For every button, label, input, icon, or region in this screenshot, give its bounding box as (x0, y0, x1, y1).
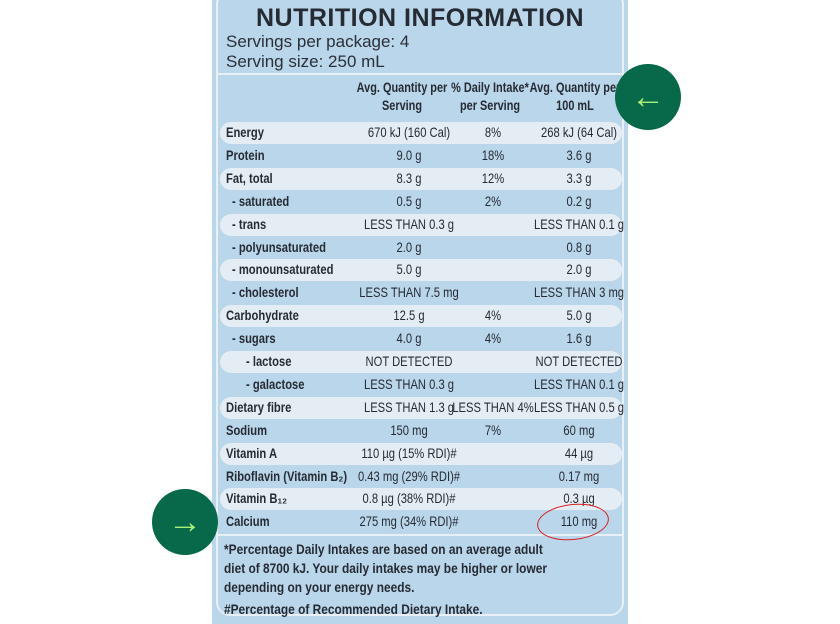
per-100ml-value: 268 kJ (64 Cal) (541, 124, 617, 140)
nutrient-name: - galactose (246, 375, 305, 392)
table-row: Fat, total 8.3 g 12% 3.3 g (220, 167, 622, 190)
per-serving-value: LESS THAN 0.3 g (363, 375, 455, 392)
per-100ml-value: 3.3 g (566, 169, 592, 186)
table-row: - trans LESS THAN 0.3 g LESS THAN 0.1 g (220, 213, 624, 236)
per-serving-value: 110 µg (15% RDI)# (361, 444, 457, 461)
per-100ml-value: LESS THAN 0.5 g (533, 398, 625, 415)
nutrient-name: Protein (226, 146, 265, 163)
table-row: Riboflavin (Vitamin B₂) 0.43 mg (29% RDI)… (220, 466, 622, 488)
nutrient-name: Dietary fibre (226, 398, 292, 415)
daily-intake-value: 8% (484, 124, 502, 140)
per-100ml-value: 0.8 g (566, 238, 592, 255)
servings-per-package: Servings per package: 4 (226, 32, 410, 51)
per-serving-value: LESS THAN 0.3 g (363, 215, 455, 232)
table-row: - galactose LESS THAN 0.3 g LESS THAN 0.1 … (220, 374, 624, 396)
per-100ml-value: 0.3 µg (563, 490, 595, 507)
arrow-left-icon: ← (615, 64, 681, 130)
nutrient-name: Vitamin B₁₂ (226, 490, 288, 507)
nutrient-name: - saturated (232, 192, 290, 209)
nutrient-name: - sugars (232, 330, 276, 347)
per-serving-value: 670 kJ (160 Cal) (367, 124, 451, 140)
nutrient-name: Riboflavin (Vitamin B₂) (226, 467, 348, 484)
nutrient-name: Vitamin A (226, 444, 278, 461)
table-row: - saturated 0.5 g 2% 0.2 g (220, 191, 622, 213)
per-100ml-value: 2.0 g (566, 261, 592, 278)
table-row: - lactose NOT DETECTED NOT DETECTED (220, 351, 622, 373)
nutrient-name: Calcium (226, 513, 270, 530)
col-header-per-serving: Avg. Quantity per Serving (356, 79, 448, 113)
daily-intake-value: 2% (484, 192, 502, 209)
nutrient-name: Fat, total (226, 169, 273, 186)
serving-size: Serving size: 250 mL (226, 52, 385, 71)
table-row: - monounsaturated 5.0 g 2.0 g (220, 259, 622, 282)
per-100ml-value: 0.2 g (566, 192, 592, 209)
arrow-right-icon: → (152, 489, 218, 555)
daily-intake-value: 12% (481, 169, 505, 186)
per-100ml-value: 60 mg (563, 421, 595, 438)
per-serving-value: 150 mg (390, 421, 428, 438)
nutrient-name: - cholesterol (232, 284, 299, 301)
nutrient-name: Sodium (226, 421, 268, 438)
table-row: Calcium 275 mg (34% RDI)# 110 mg (220, 511, 622, 533)
table-row: - polyunsaturated 2.0 g 0.8 g (220, 237, 622, 259)
daily-intake-value: 7% (484, 421, 502, 438)
per-100ml-value: 5.0 g (566, 307, 592, 324)
per-serving-value: 5.0 g (396, 261, 422, 278)
nutrient-name: - polyunsaturated (232, 238, 326, 255)
table-row: Vitamin B₁₂ 0.8 µg (38% RDI)# 0.3 µg (220, 488, 622, 511)
per-serving-value: 0.43 mg (29% RDI)# (357, 467, 461, 484)
per-100ml-value: LESS THAN 0.1 g (533, 215, 625, 232)
table-row: - cholesterol LESS THAN 7.5 mg LESS THAN 3… (220, 282, 624, 304)
per-serving-value: 12.5 g (393, 307, 425, 324)
per-100ml-value: 44 µg (564, 444, 594, 461)
per-100ml-value: LESS THAN 0.1 g (533, 375, 625, 392)
daily-intake-value: LESS THAN 4% (452, 398, 534, 415)
col-header-daily-intake: % Daily Intake* per Serving (451, 79, 529, 113)
nutrition-label: NUTRITION INFORMATION Servings per packa… (212, 0, 628, 624)
daily-intake-value: 18% (481, 146, 505, 163)
per-100ml-value: LESS THAN 3 mg (533, 284, 625, 301)
nutrient-name: - trans (232, 215, 267, 232)
divider (218, 73, 622, 75)
label-frame (216, 0, 624, 616)
per-serving-value: NOT DETECTED (365, 353, 453, 369)
per-100ml-value: 1.6 g (566, 330, 592, 347)
nutrient-name: Carbohydrate (226, 307, 299, 324)
per-serving-value: 275 mg (34% RDI)# (359, 513, 459, 530)
footnote-daily-intake: *Percentage Daily Intakes are based on a… (224, 541, 547, 595)
nutrient-name: - lactose (246, 353, 292, 369)
per-serving-value: 0.5 g (396, 192, 422, 209)
nutrient-name: Energy (226, 124, 264, 140)
per-serving-value: 9.0 g (396, 146, 422, 163)
daily-intake-value: 4% (484, 330, 502, 347)
label-title: NUTRITION INFORMATION (255, 4, 585, 32)
table-row: Protein 9.0 g 18% 3.6 g (220, 145, 622, 167)
per-100ml-value: 110 mg (560, 513, 598, 530)
table-row: Energy 670 kJ (160 Cal) 8% 268 kJ (64 Cal) (220, 122, 622, 144)
divider (218, 534, 622, 536)
daily-intake-value: 4% (484, 307, 502, 324)
per-serving-value: LESS THAN 1.3 g (363, 398, 455, 415)
table-row: Sodium 150 mg 7% 60 mg (220, 420, 622, 442)
per-100ml-value: 3.6 g (566, 146, 592, 163)
per-100ml-value: NOT DETECTED (535, 353, 623, 369)
col-header-per-100ml: Avg. Quantity per 100 mL (529, 79, 621, 113)
footnote-rdi: #Percentage of Recommended Dietary Intak… (224, 601, 483, 617)
table-row: Carbohydrate 12.5 g 4% 5.0 g (220, 305, 622, 328)
table-row: Vitamin A 110 µg (15% RDI)# 44 µg (220, 442, 622, 465)
per-serving-value: 8.3 g (396, 169, 422, 186)
per-serving-value: 4.0 g (396, 330, 422, 347)
per-serving-value: 2.0 g (396, 238, 422, 255)
per-serving-value: LESS THAN 7.5 mg (359, 284, 459, 301)
table-row: Dietary fibre LESS THAN 1.3 g LESS THAN 4%… (220, 396, 624, 419)
table-row: - sugars 4.0 g 4% 1.6 g (220, 328, 622, 350)
nutrient-name: - monounsaturated (232, 261, 334, 278)
per-serving-value: 0.8 µg (38% RDI)# (362, 490, 456, 507)
per-100ml-value: 0.17 mg (558, 467, 600, 484)
